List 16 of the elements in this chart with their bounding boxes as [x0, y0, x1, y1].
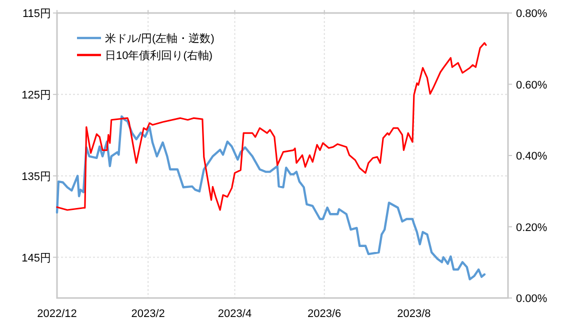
xtick: 2023/6	[308, 308, 342, 320]
ytick: 125円	[22, 89, 51, 102]
y2tick: 0.20%	[516, 222, 548, 234]
y2tick: 0.40%	[516, 150, 548, 162]
xtick: 2023/4	[218, 308, 252, 320]
xtick: 2023/8	[397, 308, 431, 320]
legend-label: 日10年債利回り(右軸)	[105, 50, 213, 62]
y2tick: 0.60%	[516, 79, 548, 92]
y2tick: 0.00%	[516, 293, 548, 305]
xtick: 2023/2	[131, 308, 165, 320]
legend-label: 米ドル/円(左軸・逆数)	[105, 33, 214, 45]
xtick: 2022/12	[37, 308, 77, 320]
ytick: 145円	[22, 252, 51, 264]
ytick: 135円	[22, 170, 51, 183]
y2tick: 0.80%	[516, 8, 548, 20]
ytick: 115円	[22, 8, 51, 20]
